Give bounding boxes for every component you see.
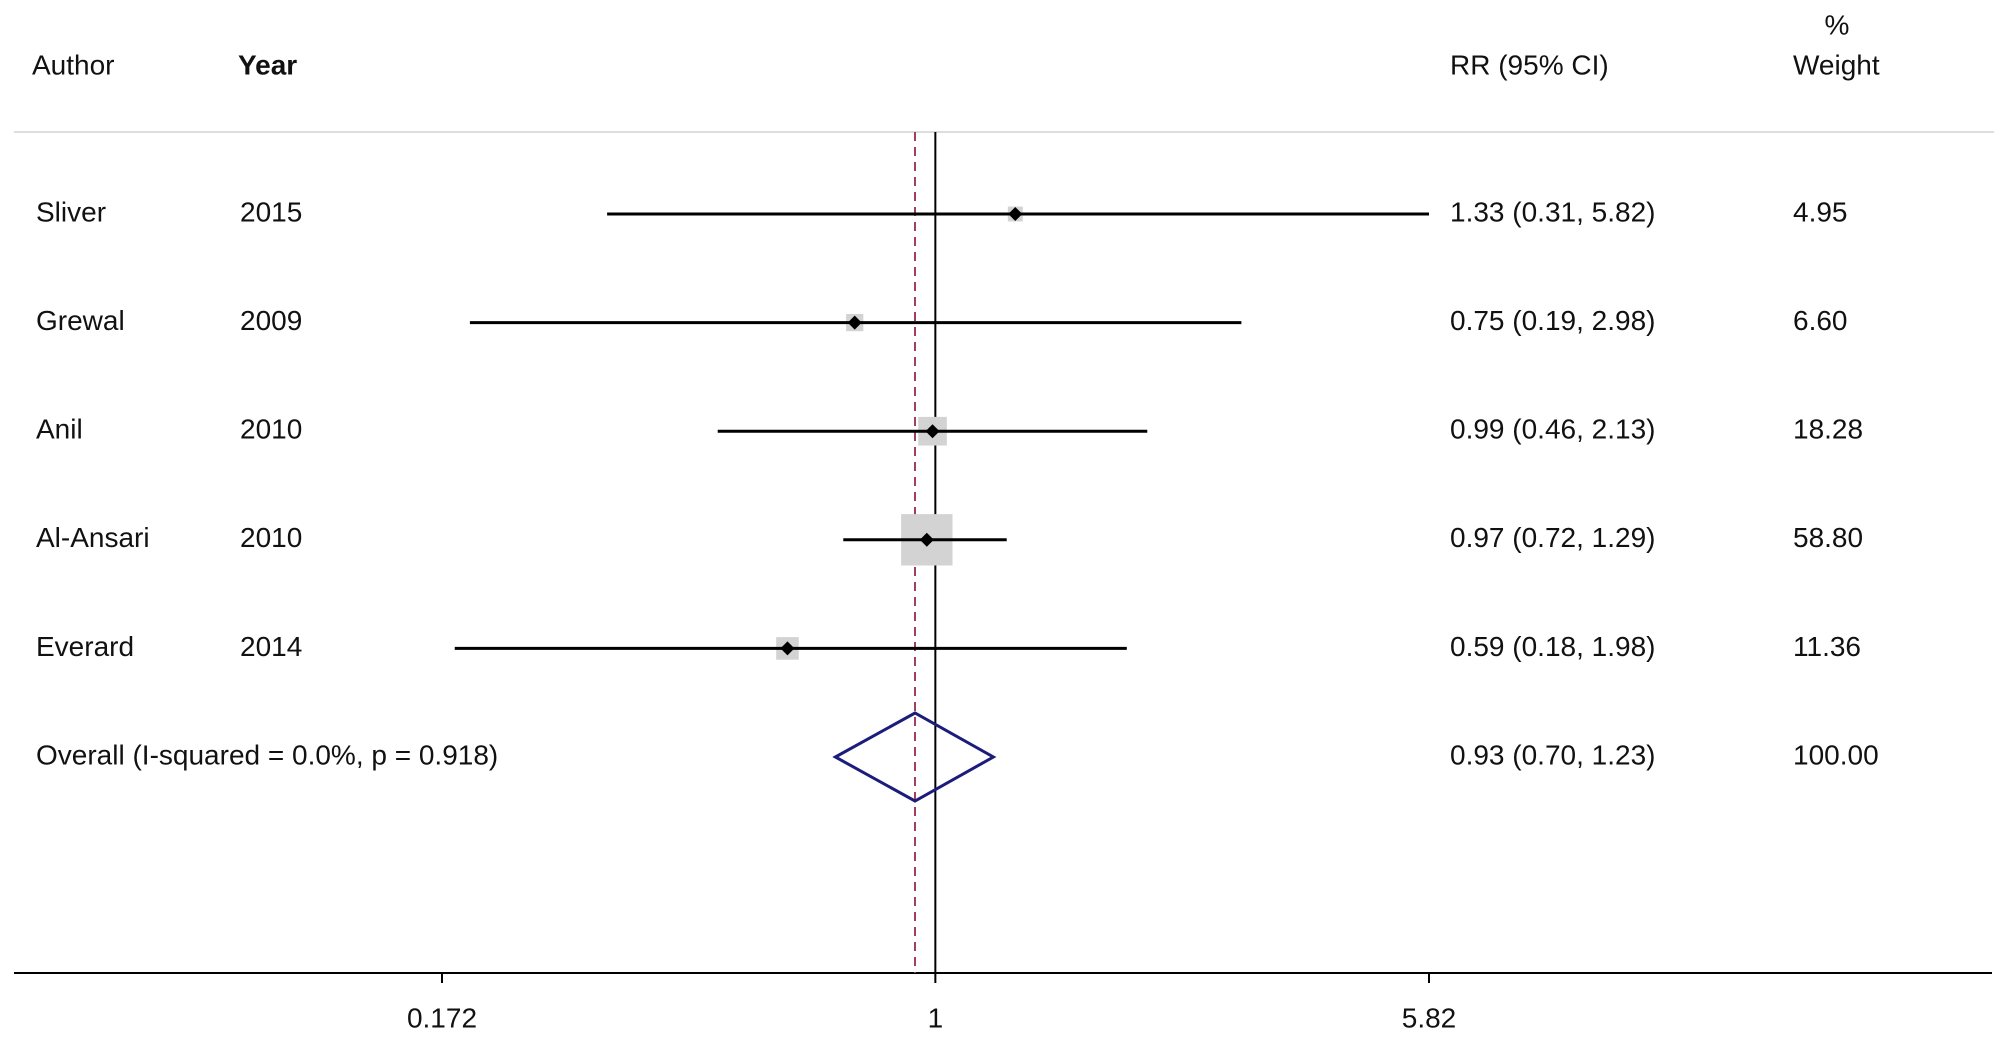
weight-label: 18.28 <box>1793 414 1863 445</box>
effect-label: 0.59 (0.18, 1.98) <box>1450 631 1655 662</box>
header-weight-top: % <box>1825 9 1850 40</box>
overall-diamond <box>832 711 997 803</box>
effect-label: 0.99 (0.46, 2.13) <box>1450 414 1655 445</box>
study-author: Anil <box>36 414 83 445</box>
header-year: Year <box>238 49 297 80</box>
header-author: Author <box>32 49 115 80</box>
study-year: 2010 <box>240 414 302 445</box>
point-estimate <box>919 532 934 547</box>
effect-label: 1.33 (0.31, 5.82) <box>1450 196 1655 227</box>
weight-label: 11.36 <box>1793 631 1861 662</box>
overall-effect-label: 0.93 (0.70, 1.23) <box>1450 739 1655 770</box>
weight-label: 6.60 <box>1793 305 1848 336</box>
study-year: 2014 <box>240 631 302 662</box>
weight-label: 4.95 <box>1793 196 1848 227</box>
study-year: 2015 <box>240 196 302 227</box>
point-estimate <box>847 315 862 330</box>
study-year: 2010 <box>240 522 302 553</box>
study-author: Sliver <box>36 196 106 227</box>
study-author: Grewal <box>36 305 125 336</box>
x-tick-label: 5.82 <box>1402 1002 1457 1033</box>
x-tick-label: 1 <box>928 1002 944 1033</box>
study-year: 2009 <box>240 305 302 336</box>
header-effect: RR (95% CI) <box>1450 49 1609 80</box>
overall-weight-label: 100.00 <box>1793 739 1879 770</box>
effect-label: 0.97 (0.72, 1.29) <box>1450 522 1655 553</box>
point-estimate <box>925 424 940 439</box>
study-author: Al-Ansari <box>36 522 150 553</box>
effect-label: 0.75 (0.19, 2.98) <box>1450 305 1655 336</box>
x-tick-label: 0.172 <box>407 1002 477 1033</box>
point-estimate <box>1008 207 1023 221</box>
weight-label: 58.80 <box>1793 522 1863 553</box>
header-weight: Weight <box>1793 49 1880 80</box>
overall-label: Overall (I-squared = 0.0%, p = 0.918) <box>36 739 498 770</box>
point-estimate <box>780 641 795 656</box>
study-author: Everard <box>36 631 134 662</box>
